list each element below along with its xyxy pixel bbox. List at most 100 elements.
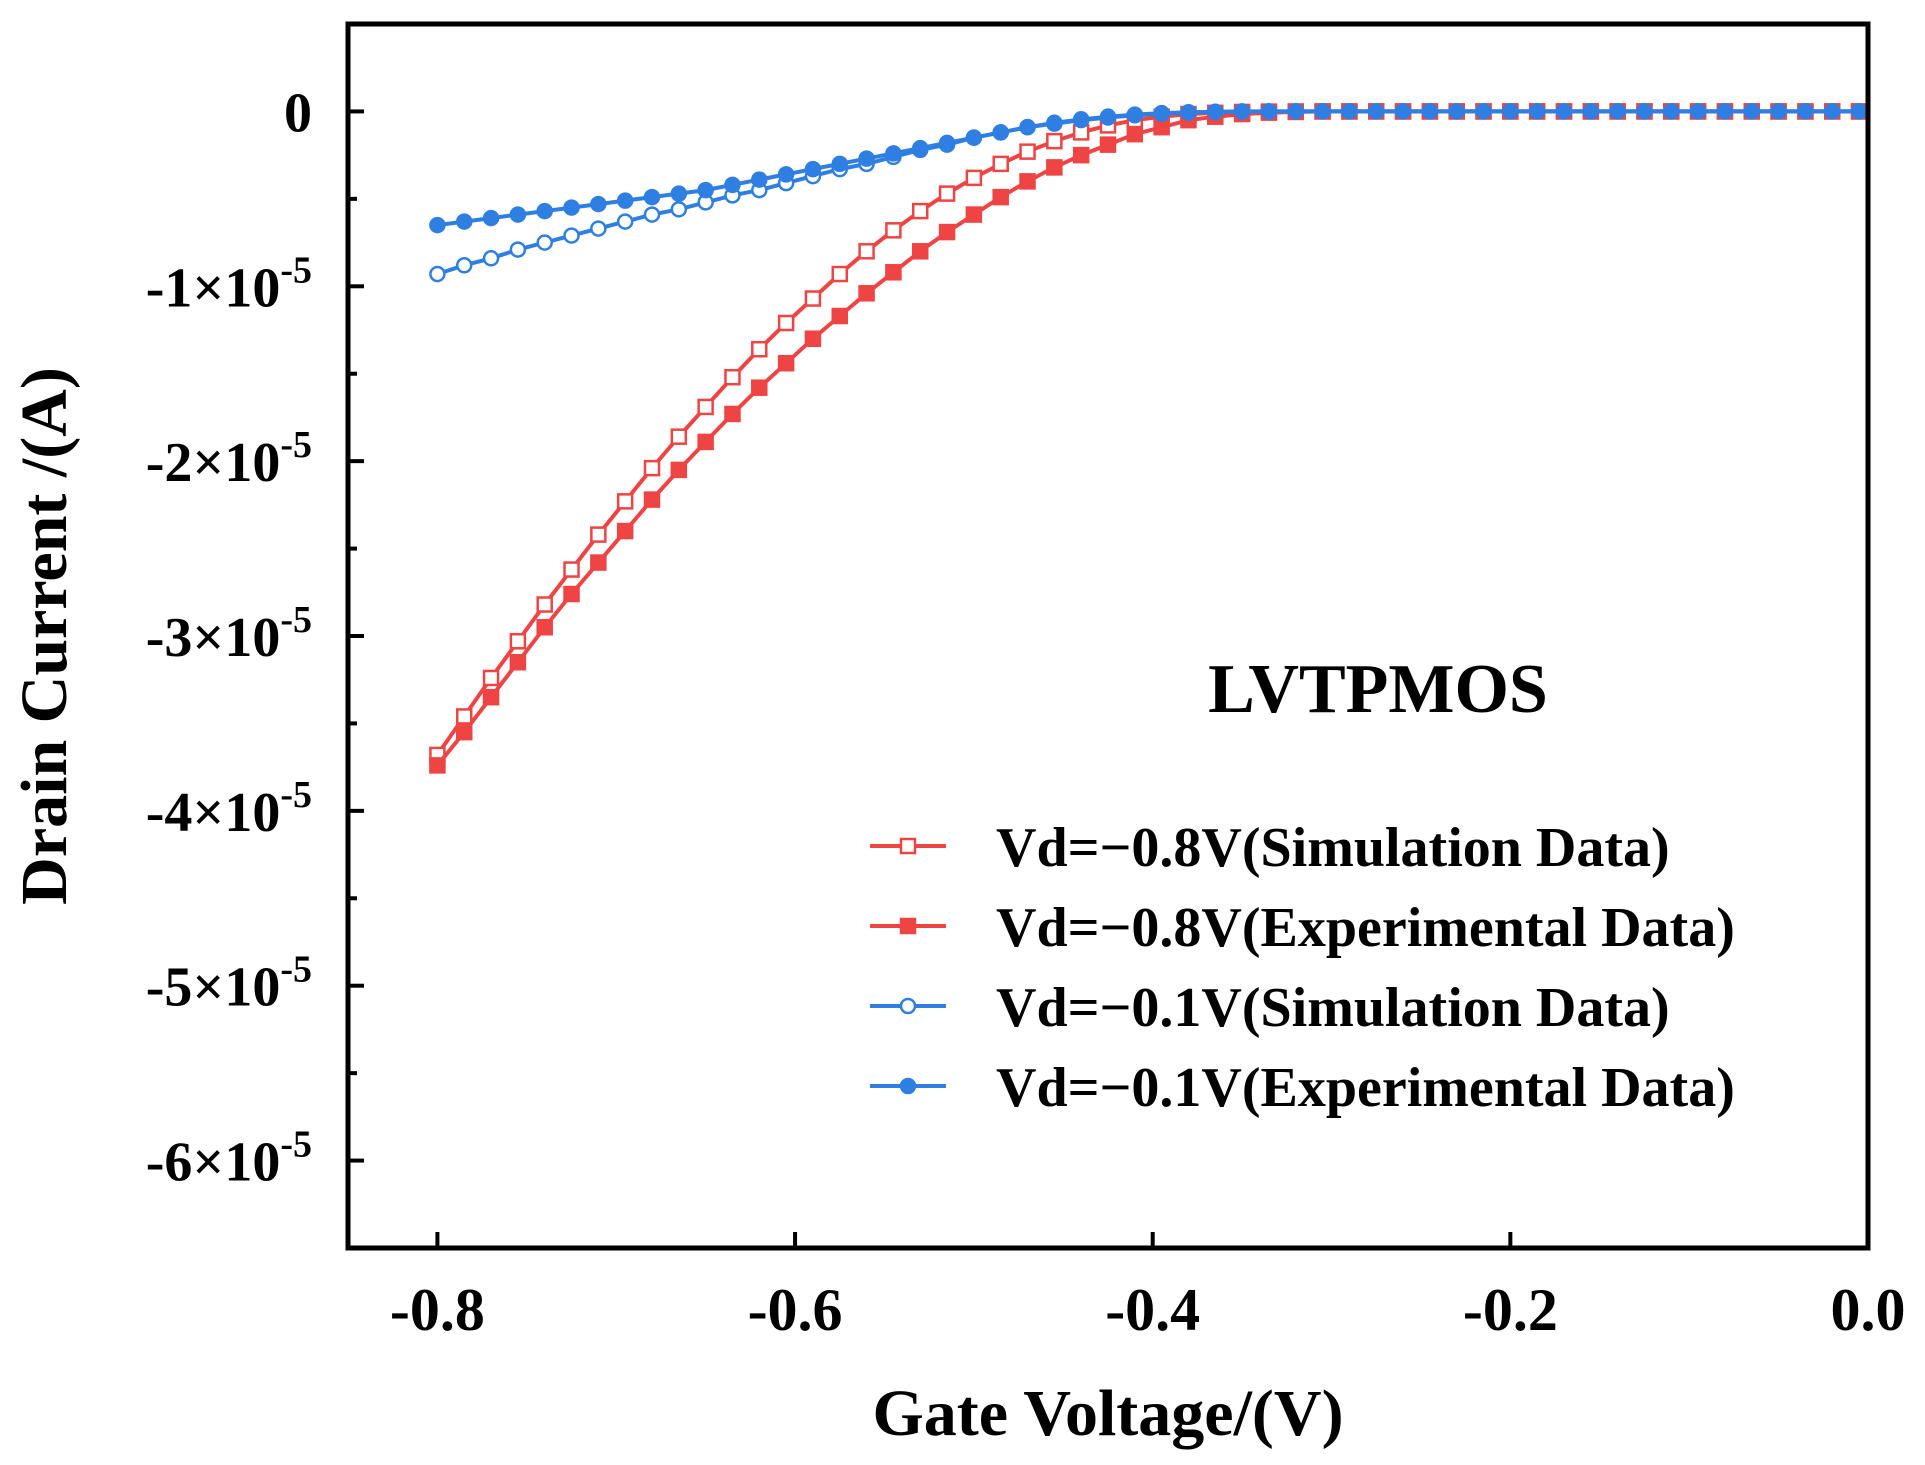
legend-label: Vd=−0.8V(Experimental Data) xyxy=(996,897,1735,959)
data-point xyxy=(1019,143,1036,160)
y-tick-label: 0 xyxy=(284,82,312,144)
legend-swatch-marker xyxy=(899,1077,917,1095)
y-tick-label: -4×10-5 xyxy=(146,774,312,844)
data-point xyxy=(482,669,500,687)
x-tick-label: -0.4 xyxy=(1105,1277,1200,1343)
y-tick-label: -1×10-5 xyxy=(146,249,312,319)
data-point xyxy=(858,243,875,260)
legend-swatch-marker xyxy=(899,917,917,935)
data-point xyxy=(938,223,956,241)
legend-label: Vd=−0.8V(Simulation Data) xyxy=(996,817,1670,879)
data-point xyxy=(1850,103,1868,120)
data-point xyxy=(482,250,500,267)
data-point xyxy=(1663,103,1680,120)
data-point xyxy=(697,181,714,199)
data-point xyxy=(1153,118,1170,136)
data-point xyxy=(724,368,741,386)
data-point xyxy=(670,201,688,218)
series-2 xyxy=(429,103,1868,774)
data-point xyxy=(643,188,661,206)
legend-entry: Vd=−0.8V(Experimental Data) xyxy=(870,897,1735,959)
data-point xyxy=(1019,118,1036,136)
data-point xyxy=(885,264,902,281)
series-1 xyxy=(429,103,1868,764)
data-point xyxy=(670,428,688,445)
data-point xyxy=(590,220,607,237)
data-point xyxy=(1153,105,1170,122)
data-point xyxy=(1689,103,1707,120)
data-point xyxy=(616,213,634,230)
data-point xyxy=(1502,103,1519,120)
data-point xyxy=(1341,103,1358,120)
data-point xyxy=(911,139,929,157)
y-tick-label: -2×10-5 xyxy=(146,424,312,494)
data-point xyxy=(1743,103,1761,120)
data-point xyxy=(1233,103,1251,120)
y-tick-label: -5×10-5 xyxy=(146,949,312,1019)
data-point xyxy=(1207,103,1224,121)
y-tick-labels: 0 -1×10-5 -2×10-5 -3×10-5 -4×10-5 -5×10-5 -6×1… xyxy=(146,82,312,1193)
data-point xyxy=(643,491,661,508)
data-point xyxy=(1475,103,1492,120)
data-point xyxy=(616,522,634,540)
data-point xyxy=(965,206,983,223)
data-point xyxy=(965,129,983,146)
data-point xyxy=(1555,103,1573,120)
data-point xyxy=(1287,103,1305,120)
data-point xyxy=(1019,173,1036,190)
data-point xyxy=(670,461,688,479)
data-point xyxy=(536,596,553,613)
legend-swatch-marker xyxy=(899,997,917,1015)
data-point xyxy=(536,202,553,220)
data-point xyxy=(590,526,607,543)
data-point xyxy=(429,216,446,234)
data-point xyxy=(616,192,634,209)
data-point xyxy=(1099,136,1117,153)
data-point xyxy=(1770,103,1787,120)
data-point xyxy=(643,206,661,223)
data-point xyxy=(992,155,1009,173)
data-point xyxy=(455,257,473,274)
x-tick-labels: -0.8 -0.6 -0.4 -0.2 0.0 xyxy=(390,1277,1906,1343)
data-point xyxy=(1716,103,1734,120)
data-point xyxy=(751,171,768,188)
device-annotation: LVTPMOS xyxy=(1208,651,1548,728)
data-point xyxy=(885,145,902,162)
data-point xyxy=(429,757,446,774)
data-point xyxy=(777,314,795,332)
data-point xyxy=(777,354,795,372)
data-point xyxy=(831,155,849,173)
data-point xyxy=(1394,103,1412,120)
data-point xyxy=(563,585,580,603)
data-point xyxy=(697,398,714,416)
data-point xyxy=(563,227,580,244)
data-point xyxy=(590,554,607,571)
data-point xyxy=(509,241,527,258)
data-point xyxy=(1072,146,1090,164)
data-point xyxy=(509,632,527,650)
data-point xyxy=(455,213,473,230)
data-point xyxy=(429,265,446,283)
data-point xyxy=(1126,125,1144,143)
legend-label: Vd=−0.1V(Experimental Data) xyxy=(996,1057,1735,1119)
data-point xyxy=(804,160,822,178)
plot-frame xyxy=(345,21,1871,1251)
data-point xyxy=(831,265,849,283)
data-point xyxy=(1609,103,1626,120)
legend-swatch-marker xyxy=(899,837,917,855)
data-point xyxy=(1823,103,1841,120)
data-point xyxy=(1797,103,1814,120)
data-point xyxy=(1528,103,1546,120)
data-point xyxy=(536,619,553,636)
data-point xyxy=(1046,115,1063,132)
data-point xyxy=(509,653,527,671)
data-point xyxy=(563,561,580,578)
legend: Vd=−0.8V(Simulation Data) Vd=−0.8V(Experi… xyxy=(870,817,1735,1119)
data-point xyxy=(911,243,929,260)
data-point xyxy=(643,459,661,477)
data-point xyxy=(724,405,741,423)
data-point xyxy=(536,234,553,251)
data-point xyxy=(992,124,1009,141)
data-point xyxy=(858,150,875,167)
